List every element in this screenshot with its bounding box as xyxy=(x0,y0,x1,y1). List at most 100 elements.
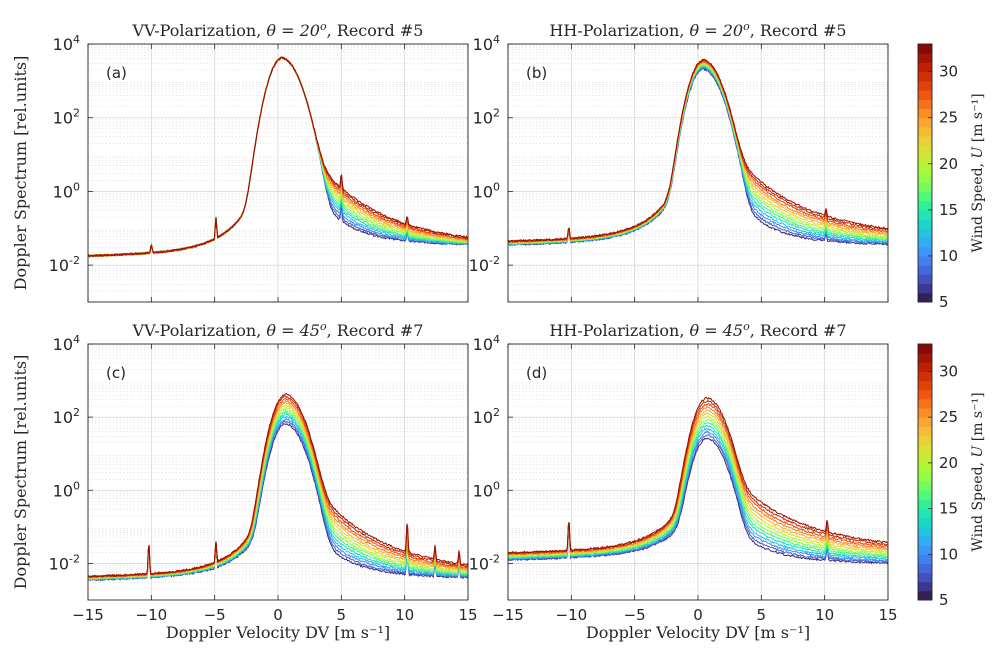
y-tick-label: 10-2 xyxy=(49,254,80,275)
colorbar-segment xyxy=(918,536,932,546)
colorbar-segment xyxy=(918,426,932,436)
colorbar-tick-label: 5 xyxy=(939,293,949,311)
colorbar-segment xyxy=(918,246,932,257)
x-tick-label: −5 xyxy=(624,606,646,624)
colorbar-segment xyxy=(918,173,932,183)
y-tick-label: 100 xyxy=(53,479,80,500)
y-tick-label: 104 xyxy=(473,333,500,354)
colorbar-segment xyxy=(918,572,932,583)
y-tick-label: 104 xyxy=(473,33,500,54)
x-axis-label: Doppler Velocity DV [m s⁻¹] xyxy=(166,623,390,642)
colorbar-segment xyxy=(918,200,932,211)
colorbar-segment xyxy=(918,389,932,400)
colorbar-segment xyxy=(918,472,932,482)
x-tick-label: 0 xyxy=(273,606,283,624)
colorbar-tick-label: 25 xyxy=(939,109,958,127)
colorbar-segment xyxy=(918,108,932,119)
colorbar-segment xyxy=(918,417,932,427)
colorbar-segment xyxy=(918,255,932,266)
y-tick-label: 10-2 xyxy=(469,552,500,573)
y-axis-label: Doppler Spectrum [rel.units] xyxy=(11,56,30,291)
spectrum-line xyxy=(508,425,888,560)
spectra-group xyxy=(508,396,888,565)
panel-label: (c) xyxy=(106,364,126,382)
spectrum-line xyxy=(88,56,468,257)
y-tick-label: 100 xyxy=(53,180,80,201)
colorbar-segment xyxy=(918,99,932,109)
colorbar-segment xyxy=(918,371,932,382)
colorbar-segment xyxy=(918,80,932,91)
colorbar-segment xyxy=(918,209,932,220)
colorbar-segment xyxy=(918,237,932,248)
spectrum-line xyxy=(88,423,468,582)
colorbar-segment xyxy=(918,265,932,275)
panel-b: 10-2 100 102 104 HH-Polarization, θ = 20o, R… xyxy=(469,20,889,303)
colorbar-segment xyxy=(918,362,932,372)
colorbar-segment xyxy=(918,62,932,73)
y-tick-label: 102 xyxy=(53,107,80,128)
panel-title: HH-Polarization, θ = 20o, Record #5 xyxy=(549,20,846,40)
x-tick-label: 10 xyxy=(815,606,834,624)
colorbar-segment xyxy=(918,283,932,294)
x-tick-label: 5 xyxy=(337,606,347,624)
colorbar-segment xyxy=(918,554,932,564)
colorbar-segment xyxy=(918,53,932,63)
colorbar-tick-label: 30 xyxy=(939,362,958,380)
y-tick-label: 104 xyxy=(53,333,80,354)
colorbar-tick-label: 15 xyxy=(939,500,958,518)
y-tick-label: 102 xyxy=(473,406,500,427)
panel-label: (b) xyxy=(526,64,547,82)
x-tick-label: −5 xyxy=(204,606,226,624)
y-tick-label: 100 xyxy=(473,479,500,500)
panel-d: −15 −10 −5 0 5 10 15 10-2 100 102 104 HH-Polarizati… xyxy=(469,320,898,642)
y-tick-label: 102 xyxy=(53,406,80,427)
colorbar-2: 5 10 15 20 25 30 Wind Speed, U [m s⁻¹] xyxy=(917,343,986,609)
colorbar-segment xyxy=(918,380,932,391)
colorbar-frame xyxy=(917,343,933,601)
colorbar-segment xyxy=(918,508,932,519)
panel-title: VV-Polarization, θ = 20o, Record #5 xyxy=(132,20,424,40)
colorbar-segment xyxy=(918,182,932,192)
colorbar-segment xyxy=(918,526,932,537)
colorbar-segment xyxy=(918,117,932,128)
colorbar-label: Wind Speed, U [m s⁻¹] xyxy=(970,93,986,252)
colorbar-label: Wind Speed, U [m s⁻¹] xyxy=(970,392,986,551)
spectrum-line xyxy=(88,393,468,578)
colorbar-segment xyxy=(918,563,932,574)
spectrum-line xyxy=(88,412,468,581)
x-tick-label: −15 xyxy=(492,606,524,624)
colorbar-tick-label: 20 xyxy=(939,155,958,173)
colorbar-segment xyxy=(918,136,932,146)
spectrum-line xyxy=(508,408,888,556)
colorbar-tick-label: 30 xyxy=(939,63,958,81)
panel-a: 10-2 100 102 104 VV-Polarization, θ = 20o, R… xyxy=(11,20,469,303)
colorbar-segment xyxy=(918,353,932,363)
spectra-group xyxy=(88,393,468,582)
y-tick-label: 102 xyxy=(473,107,500,128)
colorbar-segment xyxy=(918,444,932,455)
spectra-group xyxy=(508,58,888,247)
colorbar-segment xyxy=(918,435,932,446)
colorbar-segment xyxy=(918,453,932,464)
x-tick-label: 5 xyxy=(757,606,767,624)
spectrum-line xyxy=(508,399,888,555)
spectrum-line xyxy=(508,396,888,555)
x-tick-label: 10 xyxy=(395,606,414,624)
y-tick-label: 100 xyxy=(473,180,500,201)
colorbar-segment xyxy=(918,517,932,528)
y-axis-label: Doppler Spectrum [rel.units] xyxy=(11,355,30,590)
y-tick-label: 10-2 xyxy=(469,254,500,275)
colorbar-segment xyxy=(918,545,932,555)
spectrum-line xyxy=(508,412,888,557)
spectrum-line xyxy=(508,437,888,565)
colorbar-segment xyxy=(918,163,932,174)
colorbar-tick-label: 10 xyxy=(939,247,958,265)
x-tick-label: 15 xyxy=(458,606,477,624)
colorbar-tick-label: 15 xyxy=(939,201,958,219)
panel-label: (d) xyxy=(526,364,547,382)
panel-c: −15 −10 −5 0 5 10 15 10-2 100 102 104 VV-Polarizati… xyxy=(11,320,478,642)
colorbar-segment xyxy=(918,191,932,202)
panel-title: VV-Polarization, θ = 45o, Record #7 xyxy=(132,320,424,340)
x-tick-label: 0 xyxy=(693,606,703,624)
x-tick-label: 15 xyxy=(878,606,897,624)
